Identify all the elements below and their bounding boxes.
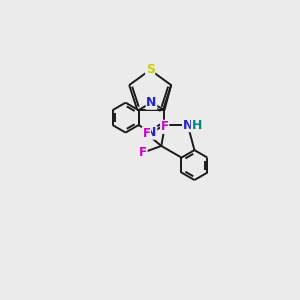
Text: F: F: [142, 127, 150, 140]
Text: F: F: [161, 120, 169, 133]
Text: N: N: [146, 126, 157, 139]
Text: F: F: [139, 146, 147, 159]
Text: S: S: [146, 63, 155, 76]
Text: H: H: [191, 118, 202, 132]
Text: N: N: [183, 118, 193, 132]
Text: N: N: [146, 96, 157, 109]
